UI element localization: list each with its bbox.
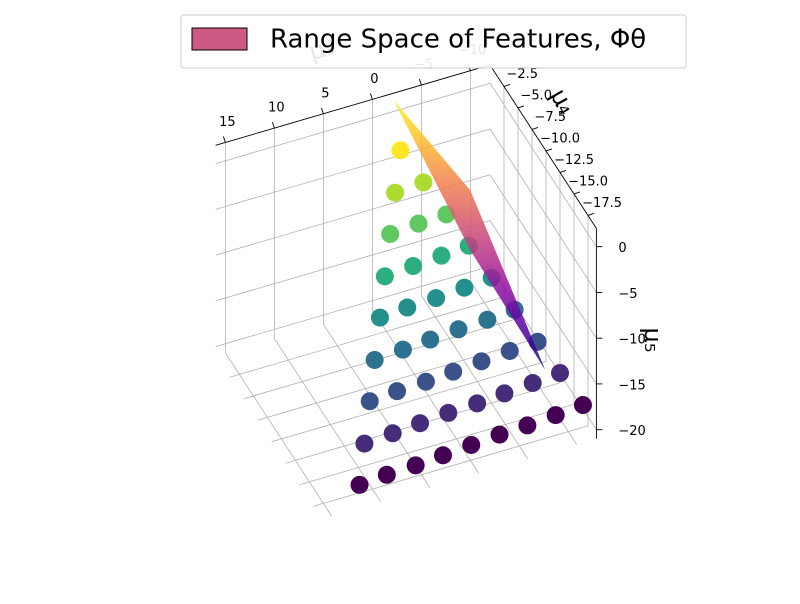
grid-line [299, 404, 575, 486]
point [523, 374, 542, 393]
grid-line [313, 425, 589, 507]
point [375, 267, 394, 286]
point [411, 414, 429, 433]
legend-box [180, 14, 687, 69]
point [409, 214, 428, 233]
grid-line [489, 174, 597, 339]
point [421, 330, 440, 349]
grid-line [215, 220, 491, 302]
surface-patch [393, 100, 546, 371]
y-tick [531, 127, 539, 130]
y-tick-label: −10.0 [540, 131, 580, 146]
y-tick-label: −2.5 [506, 67, 538, 82]
z-tick-label: −10 [618, 333, 645, 348]
x-tick [271, 121, 275, 129]
grid-line [271, 361, 547, 443]
point [500, 341, 519, 360]
point [383, 424, 402, 443]
x-tick-label: 10 [268, 101, 285, 116]
point [546, 406, 565, 425]
point [427, 289, 446, 308]
legend: Range Space of Features, Φθ [180, 14, 687, 69]
point [365, 350, 384, 369]
legend-patch [191, 27, 248, 51]
point [414, 173, 433, 192]
point [406, 456, 425, 475]
y-tick [559, 170, 567, 173]
point [551, 364, 569, 382]
grid-line [257, 339, 533, 421]
y-tick-label: −7.5 [534, 110, 566, 125]
point [439, 403, 458, 422]
point [478, 310, 497, 329]
grid-line [372, 309, 480, 474]
z-tick-label: −20 [618, 424, 645, 439]
y-tick [573, 191, 581, 195]
y-tick [545, 148, 553, 152]
grid-line [489, 220, 597, 385]
surface [393, 100, 546, 371]
x-tick-label: 5 [321, 86, 329, 101]
point [468, 394, 487, 413]
grid-line [489, 83, 597, 247]
grid-line [421, 295, 529, 460]
y-axis-line [489, 64, 597, 229]
point [377, 465, 396, 484]
y-tick-label: −15.0 [568, 174, 608, 189]
x-tick [320, 107, 324, 114]
grid-line [229, 296, 505, 378]
point [462, 435, 481, 454]
x-tick-label: 15 [219, 115, 236, 130]
point [416, 372, 435, 391]
point [495, 384, 514, 403]
z-tick-label: 0 [618, 241, 626, 256]
x-tick [418, 78, 422, 86]
point [432, 246, 451, 265]
grid-line [225, 352, 333, 517]
grid [215, 70, 597, 517]
point [472, 352, 491, 371]
grid-line [215, 128, 491, 210]
x-tick-label: 0 [370, 72, 378, 87]
point [455, 278, 474, 297]
legend-label: Range Space of Features, Φθ [270, 25, 646, 55]
point [433, 446, 452, 465]
point [393, 340, 412, 359]
z-tick-label: −15 [618, 378, 645, 393]
y-tick-label: −5.0 [520, 88, 552, 103]
point [386, 183, 405, 202]
point [404, 257, 423, 276]
x-tick [222, 136, 226, 143]
point [518, 416, 537, 435]
x-tick [369, 93, 373, 100]
point [490, 425, 509, 444]
point [370, 308, 389, 327]
point [391, 141, 410, 160]
y-tick-label: −17.5 [582, 196, 622, 211]
point [388, 382, 407, 401]
y-tick [503, 84, 511, 87]
z-axis-label: μ₅ [639, 328, 667, 353]
point [360, 392, 379, 411]
points [350, 141, 592, 494]
z-tick-label: −5 [618, 287, 637, 302]
point [398, 298, 417, 317]
grid-line [215, 82, 491, 165]
point [350, 475, 369, 494]
y-tick [517, 105, 525, 109]
point [444, 362, 463, 381]
y-tick [587, 213, 595, 216]
grid-line [274, 338, 382, 503]
point [355, 434, 374, 453]
point [573, 396, 592, 415]
y-tick-label: −12.5 [554, 153, 594, 168]
point [381, 224, 400, 243]
grid-line [489, 128, 597, 293]
x-axis-line [215, 64, 491, 146]
grid-line [215, 265, 491, 348]
point [449, 320, 468, 339]
